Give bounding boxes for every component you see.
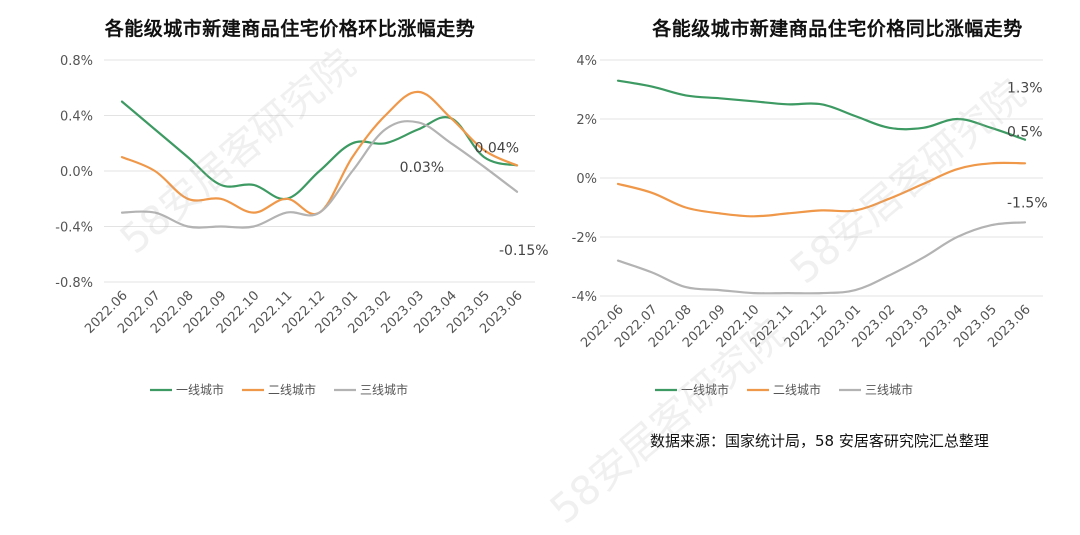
legend-label: 二线城市 bbox=[773, 382, 821, 397]
data-label: 0.04% bbox=[475, 140, 519, 156]
legend-label: 三线城市 bbox=[865, 382, 913, 397]
series-line-1 bbox=[616, 79, 1027, 141]
y-tick-label: -0.4% bbox=[55, 221, 93, 236]
data-label: 0.5% bbox=[1007, 124, 1043, 140]
legend-label: 一线城市 bbox=[176, 382, 224, 397]
series-line-3 bbox=[616, 221, 1027, 295]
chart-tongbi-plot: -4%-2%0%2%4%2022.062022.072022.082022.09… bbox=[572, 54, 1048, 397]
data-label: 1.3% bbox=[1007, 81, 1043, 97]
y-tick-label: 0% bbox=[576, 172, 597, 187]
data-source-note: 数据来源：国家统计局，58 安居客研究院汇总整理 bbox=[650, 432, 989, 450]
series-line-3 bbox=[120, 120, 519, 229]
chart-title: 各能级城市新建商品住宅价格环比涨幅走势 bbox=[104, 18, 476, 40]
data-label: -0.15% bbox=[499, 243, 549, 259]
y-tick-label: 0.4% bbox=[60, 110, 93, 125]
y-tick-label: 2% bbox=[576, 113, 597, 128]
y-tick-label: -4% bbox=[572, 290, 597, 305]
data-label: 0.03% bbox=[400, 160, 444, 176]
chart-tongbi-panel: 各能级城市新建商品住宅价格同比涨幅走势 -4% -2% 0% 2% 4% 2022.06 2… bbox=[555, 0, 1080, 420]
y-tick-label: -0.8% bbox=[55, 276, 93, 291]
y-tick-label: -2% bbox=[572, 231, 597, 246]
series-line-2 bbox=[120, 90, 519, 216]
y-tick-label: 0.0% bbox=[60, 165, 93, 180]
chart-huanbi-plot: -0.8%-0.4%0.0%0.4%0.8%2022.062022.072022… bbox=[55, 54, 549, 397]
data-label: -1.5% bbox=[1007, 195, 1048, 211]
legend-label: 二线城市 bbox=[268, 382, 316, 397]
legend-label: 一线城市 bbox=[681, 382, 729, 397]
chart-huanbi-panel: 各能级城市新建商品住宅价格环比涨幅走势 -0.8% -0.4% 0.0% 0.4% 0.… bbox=[0, 0, 560, 420]
y-tick-label: 0.8% bbox=[60, 54, 93, 69]
series-line-1 bbox=[120, 100, 519, 201]
series-line-2 bbox=[616, 161, 1027, 218]
chart-title: 各能级城市新建商品住宅价格同比涨幅走势 bbox=[652, 18, 1023, 40]
y-tick-label: 4% bbox=[576, 54, 597, 69]
legend-label: 三线城市 bbox=[360, 382, 408, 397]
